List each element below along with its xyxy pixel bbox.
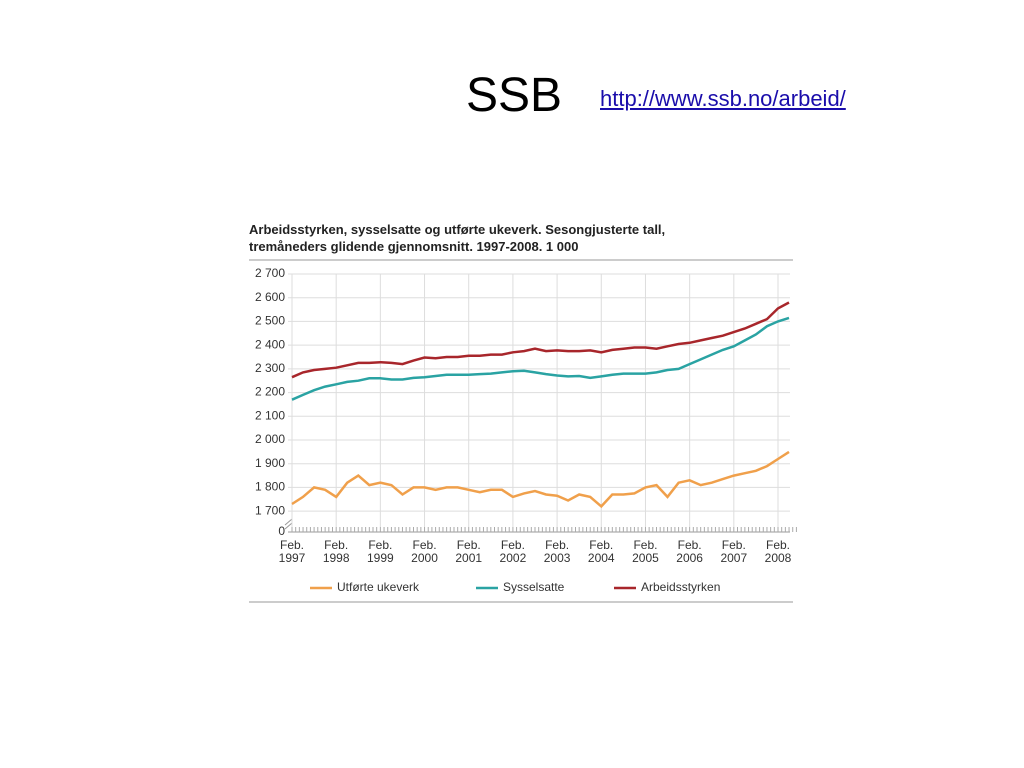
y-tick-label: 1 900 bbox=[255, 456, 285, 470]
y-tick-label: 2 400 bbox=[255, 337, 285, 351]
x-tick-label: Feb. 2002 bbox=[499, 538, 527, 565]
series-line bbox=[291, 316, 790, 401]
x-tick-label: Feb. 2001 bbox=[455, 538, 483, 565]
y-tick-label: 2 700 bbox=[255, 266, 285, 280]
x-tick-label: Feb. 2004 bbox=[587, 538, 615, 565]
x-tick-label: Feb. 2008 bbox=[764, 538, 792, 565]
link[interactable]: http://www.ssb.no/arbeid/ bbox=[600, 86, 846, 111]
y-tick-label: 2 500 bbox=[255, 314, 285, 328]
x-tick-label: Feb. 2006 bbox=[676, 538, 703, 565]
legend-label: Utførte ukeverk bbox=[337, 580, 420, 594]
x-tick-label: Feb. 2000 bbox=[411, 538, 438, 565]
legend-label: Sysselsatte bbox=[503, 580, 565, 594]
x-tick-label: Feb. 2003 bbox=[543, 538, 571, 565]
x-tick-label: Feb. 2005 bbox=[632, 538, 659, 565]
x-tick-label: Feb. 1999 bbox=[367, 538, 394, 565]
y-tick-label: 0 bbox=[278, 524, 285, 538]
axis-break bbox=[284, 518, 293, 530]
y-tick-label: 2 300 bbox=[255, 361, 285, 375]
series-line bbox=[291, 301, 790, 379]
x-tick-label: Feb. 2007 bbox=[720, 538, 748, 565]
y-tick-label: 1 700 bbox=[255, 503, 285, 517]
y-tick-label: 1 800 bbox=[255, 480, 285, 494]
x-tick-label: Feb. 1998 bbox=[322, 538, 350, 565]
chart-title: Arbeidsstyrken, sysselsatte og utførte u… bbox=[249, 222, 666, 254]
y-tick-label: 2 100 bbox=[255, 408, 285, 422]
series-line bbox=[291, 450, 790, 509]
y-tick-label: 2 000 bbox=[255, 432, 285, 446]
y-tick-label: 2 600 bbox=[255, 290, 285, 304]
x-tick-label: Feb. 1997 bbox=[278, 538, 306, 565]
legend-label: Arbeidsstyrken bbox=[641, 580, 720, 594]
y-tick-label: 2 200 bbox=[255, 385, 285, 399]
slide-title: SSB bbox=[466, 69, 563, 122]
